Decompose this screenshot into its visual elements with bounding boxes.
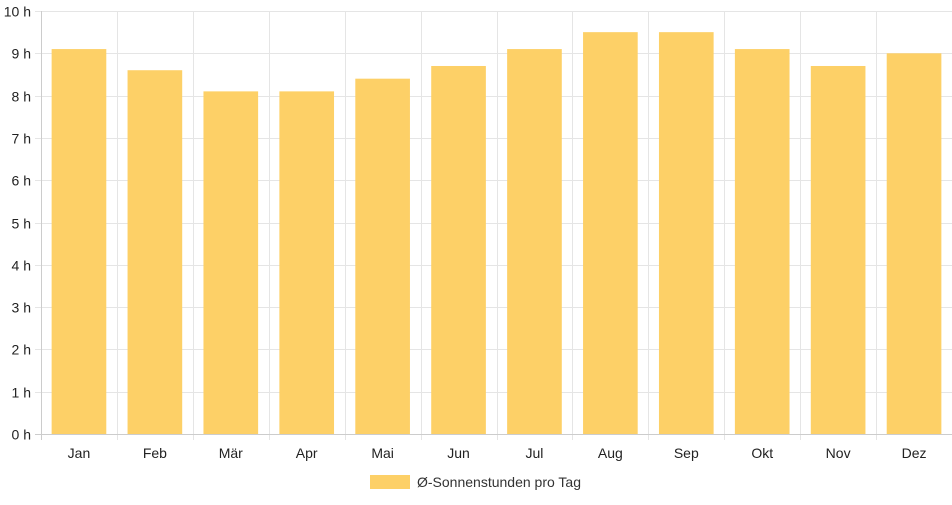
y-tick-label: 9 h	[12, 46, 31, 62]
bar-mär[interactable]	[203, 91, 259, 435]
y-tick-label: 8 h	[12, 89, 31, 105]
x-tick-labels: Jan Feb Mär Apr Mai Jun Jul Aug Sep Okt Nov Dez	[68, 445, 927, 461]
y-tick-label: 4 h	[12, 258, 31, 274]
legend[interactable]: Ø-Sonnenstunden pro Tag	[370, 474, 581, 490]
y-tick-labels: 0 h 1 h 2 h 3 h 4 h 5 h 6 h 7 h 8 h 9 h 10 h	[4, 4, 31, 443]
bar-okt[interactable]	[734, 49, 790, 434]
bars	[51, 32, 942, 435]
bar-apr[interactable]	[279, 91, 335, 435]
bar-nov[interactable]	[810, 65, 866, 435]
x-tick-label: Apr	[296, 445, 318, 461]
x-tick-label: Aug	[598, 445, 623, 461]
bar-jun[interactable]	[431, 65, 486, 435]
x-tick-label: Jun	[447, 445, 470, 461]
bar-sep[interactable]	[658, 32, 714, 435]
legend-label[interactable]: Ø-Sonnenstunden pro Tag	[417, 474, 581, 490]
bar-dez[interactable]	[886, 53, 942, 435]
legend-swatch[interactable]	[370, 475, 410, 489]
y-tick-label: 1 h	[12, 385, 31, 401]
x-tick-label: Nov	[826, 445, 851, 461]
axes	[35, 11, 952, 440]
bar-feb[interactable]	[127, 70, 183, 434]
x-tick-label: Mär	[219, 445, 243, 461]
y-tick-label: 3 h	[12, 300, 31, 316]
bar-jan[interactable]	[51, 49, 107, 434]
y-tick-label: 6 h	[12, 173, 31, 189]
y-tick-label: 10 h	[4, 4, 31, 20]
y-tick-label: 5 h	[12, 216, 31, 232]
x-tick-label: Jan	[68, 445, 91, 461]
y-tick-label: 7 h	[12, 131, 31, 147]
x-tick-label: Jul	[526, 445, 544, 461]
x-tick-label: Sep	[674, 445, 699, 461]
y-tick-label: 0 h	[12, 427, 31, 443]
bar-mai[interactable]	[355, 78, 410, 435]
bar-jul[interactable]	[507, 49, 562, 434]
x-tick-label: Dez	[902, 445, 927, 461]
x-tick-label: Feb	[143, 445, 167, 461]
x-tick-label: Mai	[371, 445, 394, 461]
bar-aug[interactable]	[583, 32, 638, 435]
x-tick-label: Okt	[751, 445, 773, 461]
y-tick-label: 2 h	[12, 342, 31, 358]
